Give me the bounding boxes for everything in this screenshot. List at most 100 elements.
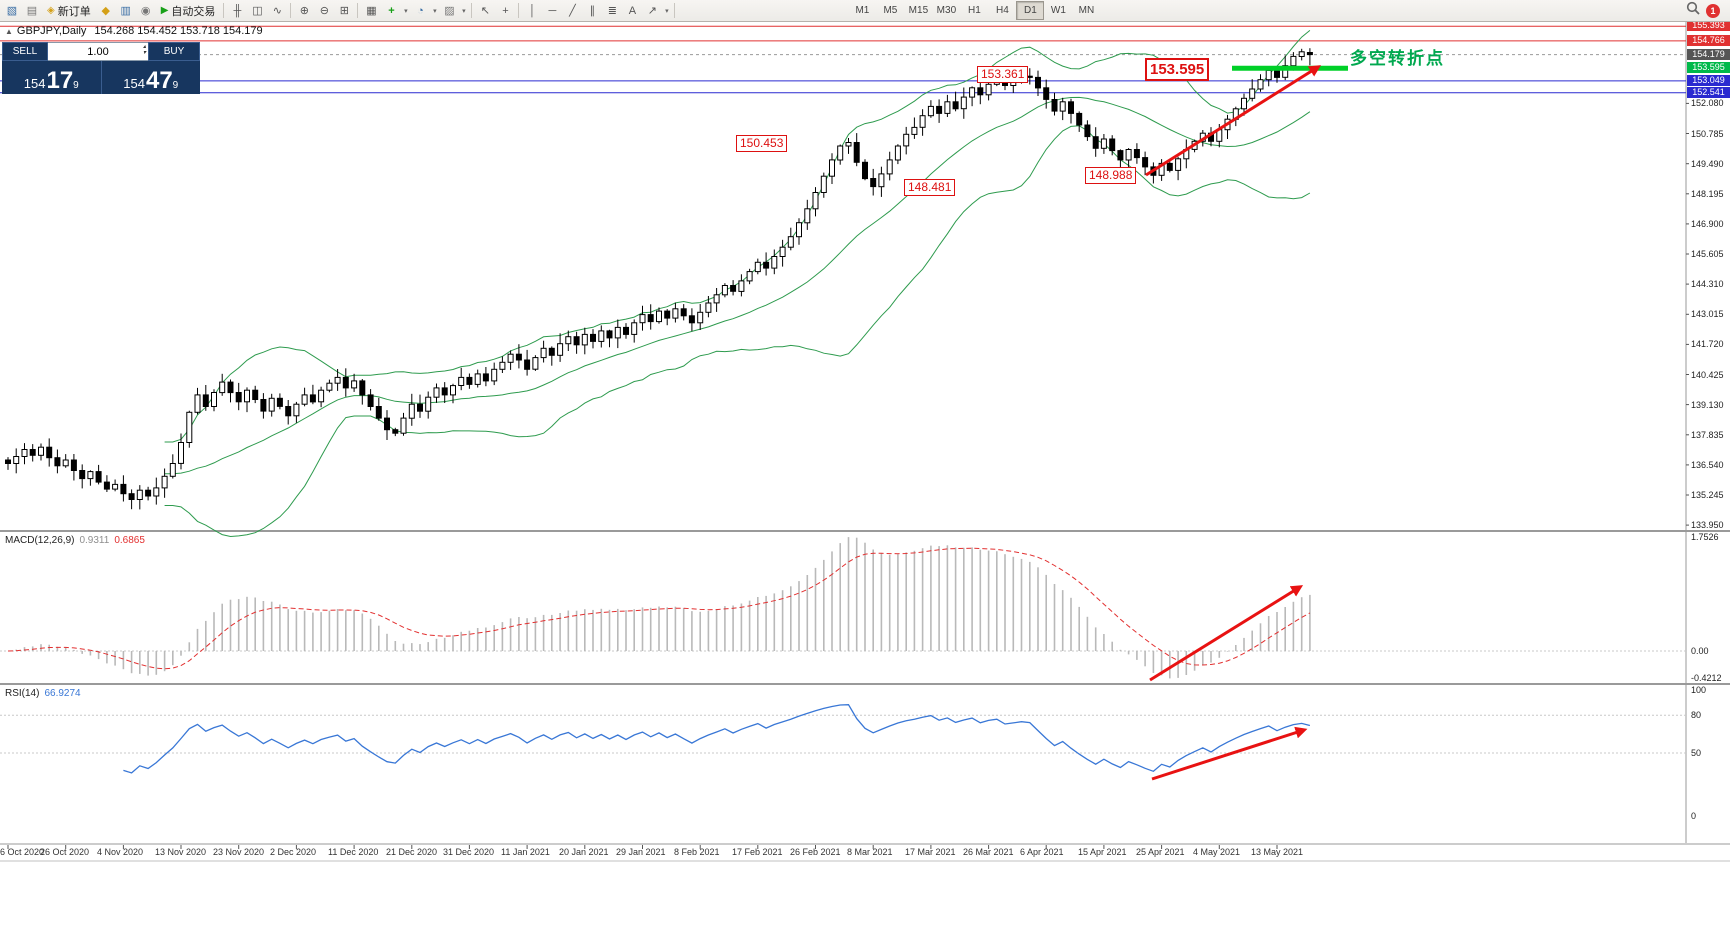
periods-dropdown[interactable]: ▾ xyxy=(433,7,437,15)
candlesticks-series xyxy=(5,48,1313,510)
zoom-out-icon[interactable]: ⊖ xyxy=(319,5,330,17)
date-axis-label: 20 Jan 2021 xyxy=(559,847,609,857)
timeframe-group: M1 M5 M15 M30 H1 H4 D1 W1 MN xyxy=(848,1,1100,20)
trendline-icon[interactable]: ╱ xyxy=(569,5,576,17)
auto-trading-button-label: 自动交易 xyxy=(171,5,216,18)
price-annotation[interactable]: 148.481 xyxy=(904,179,956,196)
timeframe-h4-button[interactable]: H4 xyxy=(996,5,1009,16)
metaeditor-icon[interactable]: ◆ xyxy=(101,5,110,17)
strategy-tester-icon[interactable]: ◉ xyxy=(140,5,151,17)
horizontal-lines[interactable] xyxy=(0,25,1686,94)
search-icon[interactable] xyxy=(1686,1,1700,20)
buy-button[interactable]: BUY xyxy=(148,42,200,61)
auto-trading-icon: ▶ xyxy=(160,5,169,16)
toolbar-separator xyxy=(471,3,473,18)
horizontal-line-icon[interactable]: ─ xyxy=(548,4,557,17)
profiles-icon[interactable]: ▤ xyxy=(26,5,38,17)
price-annotation[interactable]: 148.988 xyxy=(1085,167,1137,184)
timeframe-w1-button[interactable]: W1 xyxy=(1050,5,1066,16)
auto-trading-button[interactable]: ▶ 自动交易 xyxy=(156,2,221,20)
bar-chart-icon[interactable]: ╫ xyxy=(233,4,242,17)
date-axis-label: 8 Feb 2021 xyxy=(674,847,720,857)
volume-field[interactable]: 1.00 ▴ ▾ xyxy=(48,42,148,61)
price-axis-label: 144.310 xyxy=(1691,279,1724,289)
price-tag: 155.393 xyxy=(1687,20,1730,31)
sell-price[interactable]: 154 17 9 xyxy=(2,61,102,94)
zoom-in-icon[interactable]: ⊕ xyxy=(299,5,310,17)
timeframe-h1-button[interactable]: H1 xyxy=(968,5,981,16)
macd-axis-label: -0.4212 xyxy=(1691,673,1722,683)
trend-arrow[interactable] xyxy=(1149,585,1304,682)
turning-point-note[interactable]: 多空转折点 xyxy=(1350,49,1445,68)
volume-up-icon[interactable]: ▴ xyxy=(142,44,146,50)
collapse-trade-panel-icon[interactable]: ▲ xyxy=(5,27,13,36)
price-axis-label: 137.835 xyxy=(1691,430,1724,440)
buy-price[interactable]: 154 47 9 xyxy=(102,61,201,94)
timeframe-m1-button[interactable]: M1 xyxy=(855,5,870,16)
add-indicator-icon[interactable]: + xyxy=(388,4,395,17)
fibonacci-icon[interactable]: ≣ xyxy=(607,5,618,17)
price-annotation[interactable]: 153.595 xyxy=(1145,58,1210,81)
sell-price-main: 154 xyxy=(23,75,46,91)
price-axis-label: 141.720 xyxy=(1691,339,1724,349)
macd-indicator-label: MACD(12,26,9) 0.9311 0.6865 xyxy=(5,535,145,546)
notification-badge[interactable]: 1 xyxy=(1706,3,1720,18)
templates-dropdown[interactable]: ▾ xyxy=(462,7,466,15)
equidistant-channel-icon[interactable]: ∥ xyxy=(589,5,596,17)
trend-arrow[interactable] xyxy=(1145,65,1322,177)
buy-price-pips: 47 xyxy=(145,66,173,94)
date-axis-label: 21 Dec 2020 xyxy=(386,847,438,857)
line-chart-icon[interactable]: ∿ xyxy=(272,5,283,17)
date-axis-label: 6 Apr 2021 xyxy=(1020,847,1064,857)
timeframe-m30-button[interactable]: M30 xyxy=(936,5,957,16)
timeframe-d1-button[interactable]: D1 xyxy=(1016,1,1045,20)
cursor-icon[interactable]: ↖ xyxy=(480,5,491,17)
sell-button[interactable]: SELL xyxy=(2,42,48,61)
buy-price-main: 154 xyxy=(123,75,145,91)
date-axis-label: 8 Mar 2021 xyxy=(847,847,893,857)
templates-icon[interactable]: ▨ xyxy=(444,5,455,17)
timeframe-mn-button[interactable]: MN xyxy=(1078,5,1095,16)
buy-price-sup: 9 xyxy=(172,80,179,91)
market-watch-icon[interactable]: ▥ xyxy=(120,5,131,17)
new-chart-icon[interactable]: ▧ xyxy=(6,5,18,17)
timeframe-m5-button[interactable]: M5 xyxy=(883,5,898,16)
date-axis-label: 4 May 2021 xyxy=(1193,847,1241,857)
rsi-axis-label: 100 xyxy=(1691,685,1707,695)
arrange-windows-icon[interactable]: ▦ xyxy=(366,5,377,17)
rsi-axis-label: 80 xyxy=(1691,710,1702,720)
symbol-timeframe-label: GBPJPY,Daily xyxy=(16,25,87,37)
periods-icon[interactable]: ◔ xyxy=(417,4,424,17)
toolbar-separator xyxy=(518,3,520,18)
candlestick-chart-icon[interactable]: ◫ xyxy=(252,5,263,17)
volume-value[interactable]: 1.00 xyxy=(87,45,109,58)
vertical-line-icon[interactable]: │ xyxy=(528,4,536,17)
macd-panel xyxy=(0,537,1686,679)
price-annotation[interactable]: 153.361 xyxy=(977,66,1029,83)
shapes-dropdown[interactable]: ▾ xyxy=(665,7,669,15)
price-axis-label: 135.245 xyxy=(1691,490,1724,500)
indicators-dropdown[interactable]: ▾ xyxy=(404,7,408,15)
rsi-value: 66.9274 xyxy=(44,688,81,699)
macd-signal-value: 0.6865 xyxy=(114,535,145,546)
ohlc-values: 154.268 154.452 153.718 154.179 xyxy=(94,25,263,37)
date-axis-label: 26 Feb 2021 xyxy=(790,847,841,857)
tile-windows-icon[interactable]: ⊞ xyxy=(339,5,350,17)
price-tag: 152.541 xyxy=(1687,87,1730,98)
timeframe-m15-button[interactable]: M15 xyxy=(908,5,929,16)
panel-frame xyxy=(0,22,1730,862)
text-label-icon[interactable]: A xyxy=(628,4,637,17)
trend-arrow[interactable] xyxy=(1151,726,1308,781)
volume-stepper[interactable]: ▴ ▾ xyxy=(143,44,146,56)
price-axis-label: 133.950 xyxy=(1691,520,1724,530)
crosshair-icon[interactable]: + xyxy=(502,4,509,17)
new-order-button[interactable]: ◈ 新订单 xyxy=(42,2,96,20)
price-tag: 153.595 xyxy=(1687,62,1730,73)
price-annotation[interactable]: 150.453 xyxy=(736,135,788,152)
volume-down-icon[interactable]: ▾ xyxy=(142,50,146,56)
price-axis-label: 140.425 xyxy=(1691,370,1724,380)
price-axis-label: 143.015 xyxy=(1691,309,1724,319)
arrows-shapes-icon[interactable]: ↗ xyxy=(647,5,658,17)
